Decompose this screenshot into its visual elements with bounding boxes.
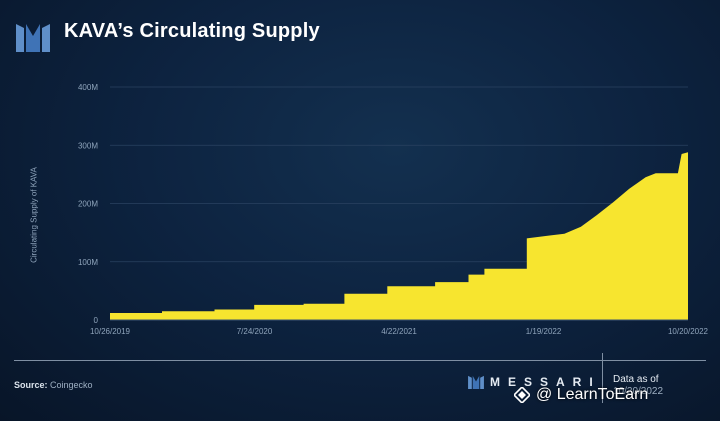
x-tick-label: 1/19/2022	[526, 327, 562, 336]
messari-wordmark: MESSARI	[490, 375, 601, 389]
y-tick-label: 300M	[78, 141, 98, 150]
messari-logo	[16, 24, 50, 52]
footer-divider	[14, 360, 706, 361]
source-value: Coingecko	[50, 380, 93, 390]
watermark: @ LearnToEarn	[514, 386, 648, 404]
messari-brand: MESSARI	[468, 375, 601, 389]
data-as-of: Data as of 10/20/2022	[613, 374, 663, 398]
supply-area	[110, 152, 688, 320]
y-tick-label: 200M	[78, 200, 98, 209]
diamond-logo-icon	[514, 387, 530, 403]
source-note: Source: Coingecko	[14, 380, 93, 390]
messari-mark-icon	[468, 375, 484, 389]
x-tick-label: 4/22/2021	[381, 327, 417, 336]
data-as-of-label: Data as of	[613, 374, 659, 385]
chart-title: KAVA’s Circulating Supply	[64, 20, 320, 42]
y-tick-label: 100M	[78, 258, 98, 267]
x-tick-label: 10/26/2019	[90, 327, 131, 336]
data-as-of-date: 10/20/2022	[613, 386, 664, 397]
source-label: Source:	[14, 380, 48, 390]
footer-vertical-divider	[602, 353, 603, 403]
supply-chart: 0 100M 200M 300M 400M 10/26/2019 7/24/2020 4/22…	[78, 83, 709, 336]
x-tick-label: 7/24/2020	[237, 327, 273, 336]
watermark-text: @ LearnToEarn	[536, 386, 649, 403]
x-tick-label: 10/20/2022	[668, 327, 709, 336]
y-tick-label: 0	[94, 316, 99, 325]
y-tick-label: 400M	[78, 83, 98, 92]
